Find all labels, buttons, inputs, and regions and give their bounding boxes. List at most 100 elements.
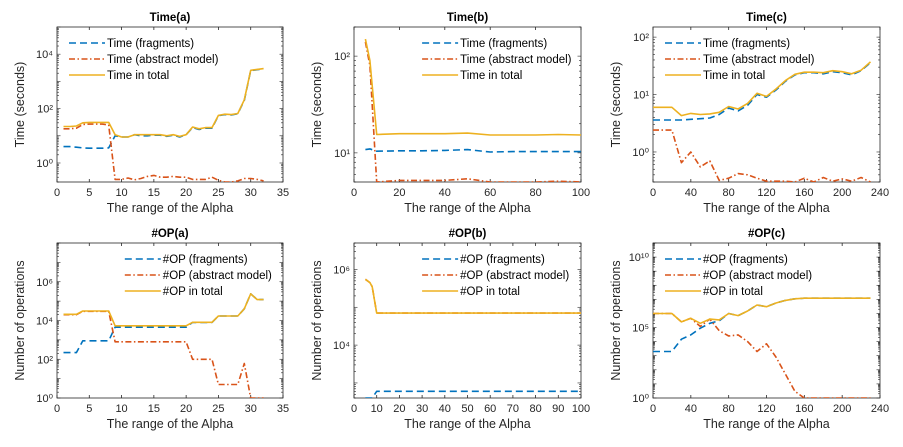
series-line-solid — [63, 67, 264, 138]
series-line-solid — [653, 61, 872, 117]
x-tick-label: 0 — [650, 187, 656, 199]
series-group — [63, 67, 264, 182]
x-tick-label: 0 — [351, 187, 357, 199]
y-tick-label: 10² — [334, 51, 350, 63]
series-group — [364, 278, 581, 398]
series-line-dashed — [365, 390, 581, 398]
x-tick-label: 200 — [833, 187, 851, 199]
series-group — [63, 292, 264, 398]
series-line-dashdot — [653, 129, 871, 182]
x-tick-label: 90 — [552, 403, 564, 415]
legend-label: Time in total — [703, 70, 765, 82]
series-line-dashdot — [364, 41, 581, 182]
axes-frame — [56, 26, 284, 183]
x-tick-label: 240 — [871, 187, 889, 199]
axes-frame — [353, 242, 582, 399]
legend-label: Time (fragments) — [107, 38, 194, 50]
series-group — [653, 61, 872, 182]
legend-label: #OP (abstract model) — [460, 270, 569, 282]
x-tick-label: 25 — [212, 187, 224, 199]
axes-frame — [56, 242, 284, 399]
y-tick-label: 10⁵ — [632, 323, 649, 335]
legend-label: Time in total — [107, 70, 169, 82]
y-axis-label: Number of operations — [13, 260, 27, 380]
x-tick-label: 5 — [86, 403, 92, 415]
y-tick-label: 10⁴ — [36, 316, 53, 328]
x-tick-label: 160 — [795, 187, 813, 199]
x-axis-label: The range of the Alpha — [703, 201, 830, 215]
x-tick-label: 80 — [529, 403, 541, 415]
x-tick-label: 10 — [115, 187, 127, 199]
chart-title: #OP(b) — [449, 228, 487, 240]
x-tick-label: 50 — [461, 403, 473, 415]
legend-label: Time (fragments) — [460, 38, 547, 50]
x-tick-label: 30 — [245, 403, 257, 415]
y-tick-label: 10⁴ — [333, 340, 350, 352]
chart-title: #OP(a) — [151, 228, 188, 240]
x-tick-label: 10 — [371, 403, 383, 415]
x-tick-label: 0 — [54, 187, 60, 199]
legend-label: #OP (fragments) — [460, 254, 545, 266]
y-tick-label: 10⁶ — [36, 277, 53, 289]
chart-title: Time(a) — [150, 12, 191, 24]
legend-label: Time (abstract model) — [460, 54, 572, 66]
axes-frame — [353, 26, 582, 183]
x-tick-label: 200 — [833, 403, 851, 415]
x-tick-label: 60 — [484, 187, 496, 199]
x-tick-label: 80 — [723, 187, 735, 199]
x-tick-label: 30 — [245, 187, 257, 199]
legend-label: Time in total — [460, 70, 522, 82]
x-tick-label: 80 — [529, 187, 541, 199]
x-tick-label: 0 — [351, 403, 357, 415]
legend: #OP (fragments) #OP (abstract model) #OP i… — [665, 254, 812, 298]
x-tick-label: 40 — [439, 187, 451, 199]
y-tick-label: 10⁰ — [36, 158, 53, 170]
x-tick-label: 30 — [416, 403, 428, 415]
legend: Time (fragments) Time (abstract model) Tim… — [422, 38, 572, 82]
x-tick-label: 20 — [180, 403, 192, 415]
y-tick-label: 10⁰ — [36, 393, 53, 405]
subplot-time-a: Time(a) 0 5 10 15 20 25 30 35 The range of the Al… — [13, 12, 289, 215]
x-axis-label: The range of the Alpha — [404, 201, 531, 215]
x-tick-label: 15 — [148, 187, 160, 199]
x-tick-label: 120 — [757, 403, 775, 415]
x-tick-label: 60 — [484, 403, 496, 415]
series-line-solid — [63, 292, 264, 327]
y-tick-label: 10² — [633, 32, 649, 44]
series-line-dashed — [63, 292, 264, 354]
x-axis-label: The range of the Alpha — [107, 201, 234, 215]
series-line-solid — [653, 297, 871, 325]
legend: #OP (fragments) #OP (abstract model) #OP i… — [422, 254, 569, 298]
x-tick-label: 25 — [212, 403, 224, 415]
x-tick-label: 100 — [572, 403, 590, 415]
x-tick-label: 35 — [277, 187, 289, 199]
x-tick-label: 20 — [393, 187, 405, 199]
x-axis-label: The range of the Alpha — [404, 417, 531, 431]
x-tick-label: 15 — [148, 403, 160, 415]
chart-title: Time(c) — [746, 12, 787, 24]
legend-label: #OP in total — [460, 286, 520, 298]
x-tick-label: 5 — [86, 187, 92, 199]
series-line-dashdot — [653, 312, 871, 398]
x-tick-label: 10 — [115, 403, 127, 415]
legend: Time (fragments) Time (abstract model) Tim… — [665, 38, 815, 82]
legend: Time (fragments) Time (abstract model) Tim… — [69, 38, 219, 82]
x-tick-label: 70 — [507, 403, 519, 415]
axes-frame — [652, 26, 881, 183]
legend-label: #OP (fragments) — [163, 254, 248, 266]
y-tick-label: 10⁶ — [333, 264, 350, 276]
x-tick-label: 0 — [54, 403, 60, 415]
legend-label: #OP in total — [163, 286, 223, 298]
y-axis-label: Time (seconds) — [310, 62, 324, 148]
legend-label: Time (abstract model) — [703, 54, 815, 66]
x-tick-label: 160 — [795, 403, 813, 415]
legend: #OP (fragments) #OP (abstract model) #OP i… — [124, 254, 272, 298]
series-line-dashed — [365, 148, 581, 153]
x-tick-label: 80 — [723, 403, 735, 415]
subplot-op-b: #OP(b) 0 10 20 30 40 50 60 70 80 90 100 The range of… — [310, 228, 590, 431]
y-axis-label: Time (seconds) — [609, 62, 623, 148]
x-tick-label: 35 — [277, 403, 289, 415]
legend-label: #OP (abstract model) — [703, 270, 812, 282]
legend-label: #OP (fragments) — [703, 254, 788, 266]
